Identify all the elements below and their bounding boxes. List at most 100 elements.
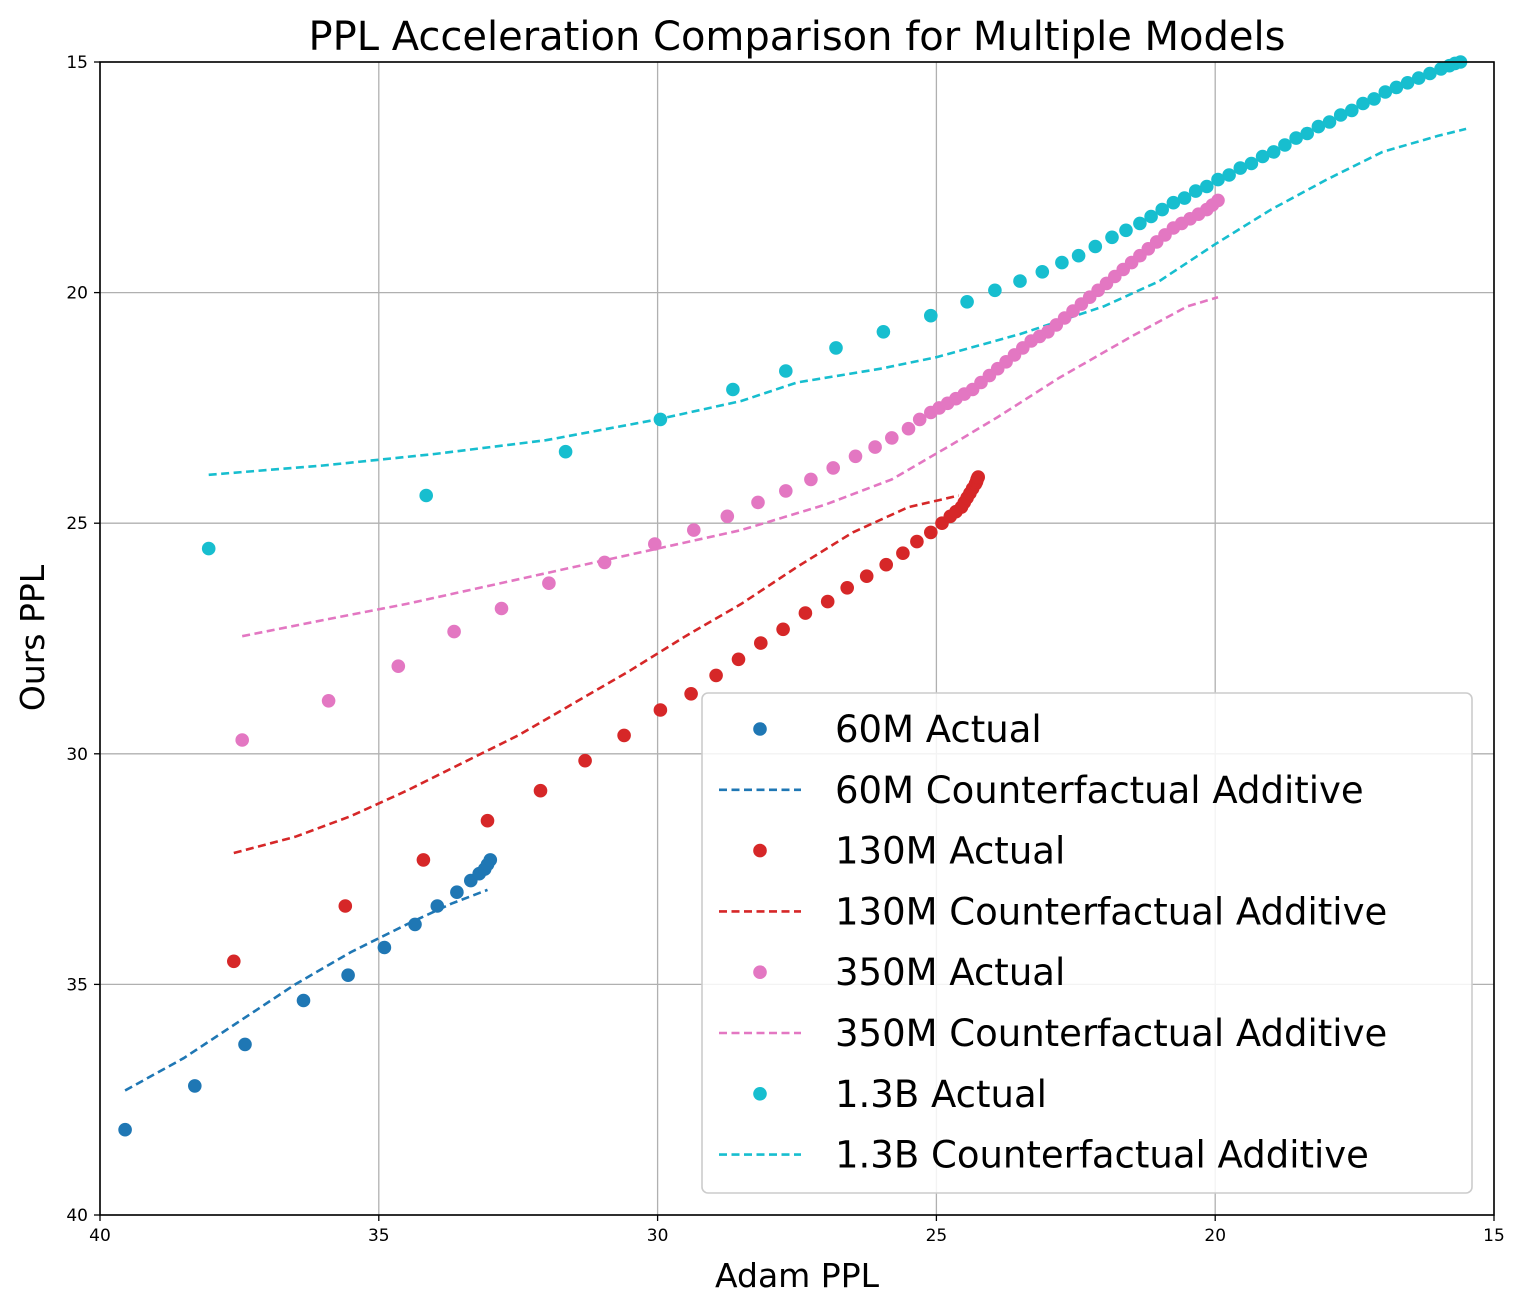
1-3b-actual-point [1423,66,1437,81]
1-3b-actual-series [201,55,1468,556]
1-3b-actual-point [1211,172,1225,187]
130m-actual-point [859,569,874,583]
1-3b-actual-point [1278,138,1292,152]
1-3b-actual-point [1035,265,1050,279]
1-3b-actual-point [419,488,434,503]
1-3b-actual-point [1188,184,1203,198]
1-3b-actual-point [1266,145,1281,159]
130m-actual-point [578,753,592,768]
350m-actual-point [687,523,701,537]
130m-actual-point [731,652,746,667]
60m-actual-point [377,940,392,955]
1-3b-actual-point [1367,92,1381,106]
350m-actual-point [720,509,735,524]
1-3b-actual-point [1071,248,1086,263]
y-tick-label: 40 [66,1206,88,1226]
legend-label-60m-counterfactual-additive: 60M Counterfactual Additive [835,769,1364,812]
1-3b-actual-point [1013,274,1027,288]
1-3b-actual-point [1345,103,1359,118]
1-3b-actual-point [988,283,1002,298]
1-3b-actual-point [1119,223,1133,238]
130m-actual-point [754,636,768,650]
x-tick-label: 40 [89,1226,111,1246]
1-3b-actual-point [1311,119,1326,134]
350m-actual-point [447,624,461,639]
1-3b-actual-point [960,295,974,309]
x-tick-label: 20 [1204,1226,1226,1246]
350m-actual-point [779,484,793,498]
y-tick-label: 25 [66,514,88,534]
130m-actual-point [924,525,938,540]
legend-box [701,692,1473,1194]
60m-actual-point [450,885,464,899]
130m-actual-point [480,813,495,828]
1-3b-actual-point [1322,115,1337,129]
1-3b-actual-point [779,364,793,378]
1-3b-actual-point [1289,131,1303,145]
130m-actual-point [416,853,431,867]
130m-actual-point [617,728,631,743]
130m-actual-point [709,668,723,683]
1-3b-actual-point [924,308,938,323]
legend-label-350m-counterfactual-additive: 350M Counterfactual Additive [835,1012,1387,1055]
350m-actual-point [804,472,818,487]
1-3b-actual-point [1400,76,1415,90]
y-tick-label: 30 [66,745,88,765]
y-axis-label: Ours PPL [13,564,52,711]
legend-label-130m-counterfactual-additive: 130M Counterfactual Additive [835,890,1387,933]
legend-label-60m-actual: 60M Actual [835,708,1042,751]
1-3b-actual-point [1155,202,1169,217]
1-3b-actual-point [1244,156,1259,171]
1-3b-actual-point [558,444,573,459]
60m-actual-point [341,968,355,982]
legend-label-130m-actual: 130M Actual [835,830,1065,873]
1-3b-actual-point [1389,80,1404,95]
350m-actual-point [1211,193,1225,208]
350m-actual-point [848,449,863,464]
130m-actual-series [227,470,985,969]
plot-frame [99,61,1495,1216]
1-3b-actual-point [1177,191,1192,205]
1-3b-actual-point [1166,195,1181,210]
60m-actual-point [238,1037,252,1052]
x-axis-label: Adam PPL [715,1256,880,1295]
350m-actual-point [321,694,336,708]
1-3b-actual-point [1300,126,1314,141]
350m-actual-point [912,412,927,427]
legend-swatch-350m-actual [753,965,767,979]
x-tick-label: 35 [368,1226,390,1246]
60m-actual-point [408,917,422,932]
1-3b-actual-point [876,325,891,339]
350m-actual-point [391,659,406,673]
350m-actual-point [826,461,840,475]
350m-actual-point [751,495,765,510]
350m-actual-point [868,440,882,454]
130m-counterfactual-additive-series [233,494,959,855]
legend-label-350m-actual: 350M Actual [835,951,1065,994]
1-3b-actual-point [1411,71,1426,85]
chart-title: PPL Acceleration Comparison for Multiple… [309,14,1286,60]
60m-actual-point [430,899,445,913]
350m-actual-point [494,601,509,616]
x-tick-label: 25 [926,1226,948,1246]
130m-actual-point [971,470,985,484]
1-3b-actual-point [1378,85,1393,99]
60m-actual-point [118,1122,132,1137]
y-tick-label: 35 [66,975,88,995]
60m-actual-point [188,1079,202,1093]
1-3b-actual-point [829,341,843,355]
legend-swatch-130m-actual [753,843,767,858]
y-tick-label: 15 [66,53,88,73]
130m-actual-point [879,557,893,572]
60m-counterfactual-additive-series [124,888,488,1092]
tick-labels: 40 35 30 25 20 15 15 20 25 30 35 40 [66,53,1504,1246]
x-tick-label: 15 [1483,1226,1505,1246]
130m-actual-point [684,687,698,701]
130m-actual-point [227,954,241,969]
legend-swatch-1-3b-actual [753,1087,767,1101]
1-3b-counterfactual-additive-series [208,127,1467,477]
350m-actual-point [597,555,612,570]
130m-counterfactual-additive-line [233,494,959,855]
350m-actual-point [885,431,899,445]
